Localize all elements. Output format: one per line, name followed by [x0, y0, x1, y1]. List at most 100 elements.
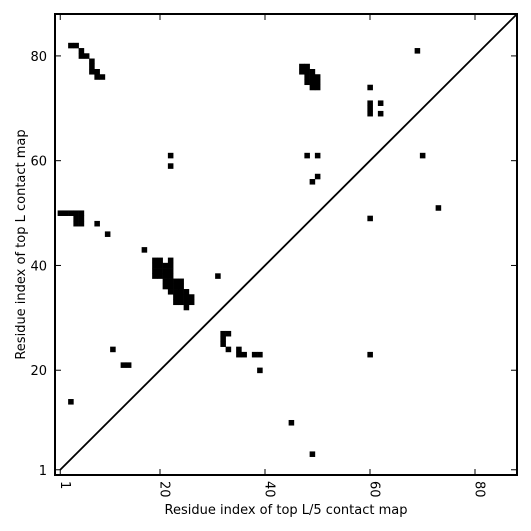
contact-point — [78, 220, 85, 227]
contact-point — [178, 278, 184, 285]
ticks-layer: 1 20 40 60 80 1 20 40 60 80 — [30, 14, 517, 498]
contact-point — [173, 278, 179, 285]
contact-point — [178, 299, 184, 306]
contact-point — [236, 346, 242, 353]
contact-point — [167, 289, 174, 295]
contact-point — [152, 268, 158, 274]
y-tick-label: 1 — [39, 464, 47, 479]
contact-point — [162, 273, 169, 279]
y-tick-label: 40 — [30, 259, 47, 274]
contact-point — [73, 215, 79, 222]
contact-point — [215, 273, 221, 279]
contact-point — [367, 100, 373, 106]
contact-point — [309, 74, 316, 80]
contact-point — [68, 42, 74, 49]
contact-point — [78, 215, 85, 222]
contact-point — [367, 84, 373, 91]
y-axis-label: Residue index of top L contact map — [14, 129, 29, 359]
contact-point — [183, 299, 190, 306]
contact-point — [435, 205, 442, 211]
contact-point — [157, 273, 163, 279]
contact-point — [173, 294, 179, 300]
contact-point — [178, 289, 184, 295]
contact-point — [89, 58, 95, 65]
y-tick-label: 60 — [30, 155, 47, 170]
contact-point — [167, 262, 174, 269]
x-tick-label: 60 — [367, 481, 382, 498]
contact-point — [120, 362, 127, 368]
contact-point — [167, 273, 174, 279]
y-tick-label: 80 — [30, 50, 47, 65]
contact-point — [152, 262, 158, 269]
contact-point — [178, 283, 184, 290]
contact-point — [304, 74, 310, 80]
contact-point — [309, 79, 316, 86]
contact-point — [167, 268, 174, 274]
contact-point — [141, 247, 148, 253]
contact-point — [309, 69, 316, 75]
contact-point — [188, 299, 195, 306]
contact-point — [314, 74, 321, 80]
contact-point — [162, 268, 169, 274]
contact-point — [94, 69, 100, 75]
contact-point — [99, 74, 106, 80]
contact-point — [367, 215, 373, 222]
x-axis-label: Residue index of top L/5 contact map — [165, 503, 408, 518]
contact-point — [309, 84, 316, 91]
contact-point — [162, 283, 169, 290]
contact-point — [152, 257, 158, 264]
y-tick-label: 20 — [30, 364, 47, 379]
contact-point — [173, 283, 179, 290]
contact-point — [419, 152, 426, 159]
contact-point — [220, 341, 226, 347]
contact-point — [304, 79, 310, 86]
contact-point — [152, 273, 158, 279]
contact-point — [110, 346, 116, 353]
contact-point — [78, 210, 85, 216]
contact-point — [83, 53, 90, 59]
contact-point — [299, 69, 305, 75]
contact-point — [257, 351, 263, 358]
contact-point — [125, 362, 132, 368]
contact-point — [89, 69, 95, 75]
contact-point — [309, 451, 316, 457]
x-tick-label: 80 — [472, 481, 487, 498]
contact-point — [162, 278, 169, 285]
contact-point — [220, 336, 226, 342]
contact-point — [73, 210, 79, 216]
contact-point — [62, 210, 69, 216]
contact-point — [188, 294, 195, 300]
contact-point — [304, 152, 310, 159]
contact-point — [304, 63, 310, 70]
contact-point — [173, 299, 179, 306]
contact-point — [157, 262, 163, 269]
contact-point — [94, 74, 100, 80]
contact-point — [314, 152, 321, 159]
contact-point — [314, 79, 321, 86]
contact-point — [183, 304, 190, 311]
contact-point — [299, 63, 305, 70]
contact-point — [183, 289, 190, 295]
contact-point — [104, 231, 111, 237]
contact-point — [73, 42, 79, 49]
contact-point — [314, 84, 321, 91]
contact-point — [225, 330, 232, 337]
contact-point — [251, 351, 258, 358]
contact-point — [78, 53, 85, 59]
contact-point — [288, 419, 295, 426]
contact-point — [241, 351, 247, 358]
contact-point — [157, 268, 163, 274]
contact-point — [167, 163, 174, 169]
contact-point — [309, 179, 316, 185]
contact-point — [367, 351, 373, 358]
contact-point — [236, 351, 242, 358]
contact-point — [304, 69, 310, 75]
contact-point — [73, 220, 79, 227]
contact-point — [367, 110, 373, 117]
contact-point — [68, 399, 74, 405]
contact-point — [220, 330, 226, 337]
contact-point — [225, 346, 232, 353]
contact-point — [183, 294, 190, 300]
contact-point — [173, 289, 179, 295]
